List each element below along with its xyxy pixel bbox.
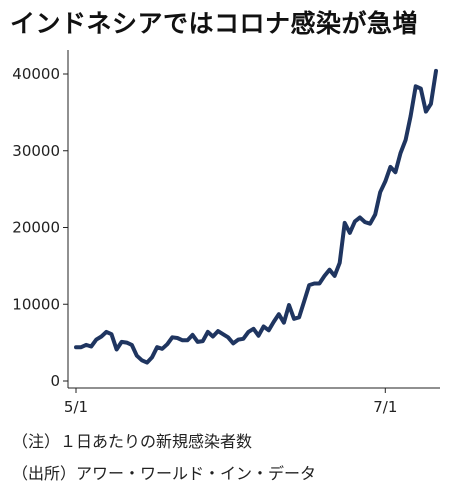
- y-tick-label: 30000: [12, 142, 60, 160]
- y-tick-label: 40000: [12, 65, 60, 83]
- x-tick-label: 7/1: [373, 398, 397, 416]
- y-axis: 0 10000 20000 30000 40000: [12, 50, 69, 390]
- y-tick-label: 20000: [12, 219, 60, 237]
- y-tick-label: 10000: [12, 295, 60, 313]
- footnote-source: （出所）アワー・ワールド・イン・データ: [12, 464, 317, 483]
- x-axis: 5/1 7/1: [64, 387, 440, 416]
- chart-title: インドネシアではコロナ感染が急増: [10, 9, 419, 38]
- x-tick-label: 5/1: [64, 398, 88, 416]
- y-tick-label: 0: [50, 372, 60, 390]
- footnote-definition: （注）１日あたりの新規感染者数: [12, 432, 253, 451]
- series-line: [74, 68, 438, 365]
